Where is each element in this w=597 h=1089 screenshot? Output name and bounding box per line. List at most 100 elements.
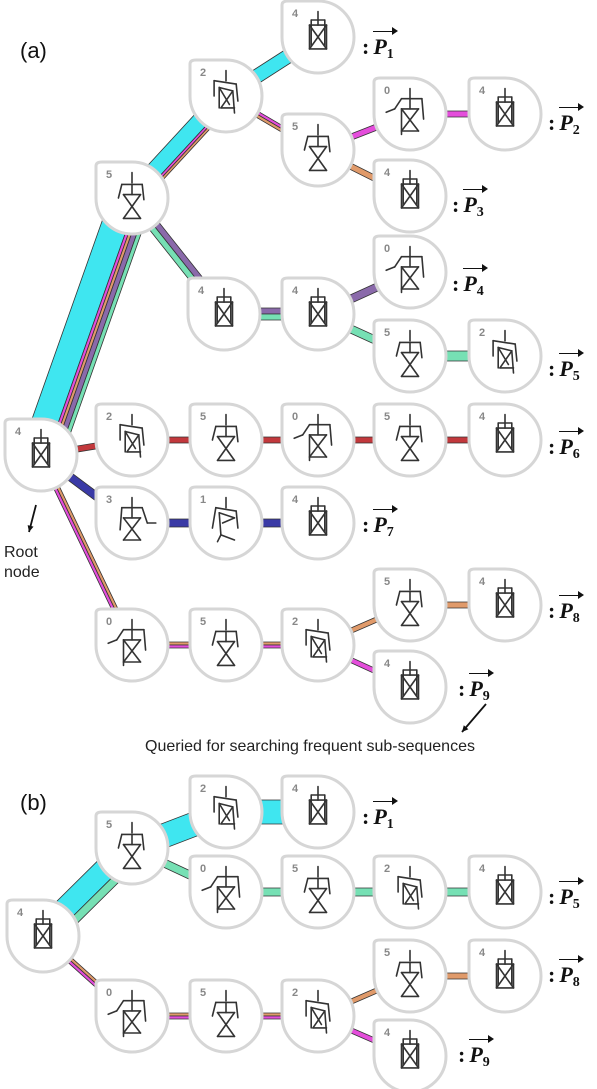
pose-limb [122, 205, 133, 220]
pose-limb [393, 255, 403, 268]
pose-limb [514, 343, 518, 362]
pose-limb [400, 674, 420, 700]
pose-limb [402, 882, 418, 888]
pose-limb [400, 1043, 420, 1069]
pose-limb [215, 506, 237, 512]
node-bubble [372, 318, 448, 394]
node-bubble [372, 567, 448, 643]
node-number: 2 [479, 327, 485, 339]
pose-limb [122, 517, 142, 541]
node-b-9: 5 [188, 978, 264, 1054]
pose-limb [323, 639, 328, 663]
node-number: 4 [15, 426, 22, 438]
pose-limb [400, 983, 411, 998]
panel-b-label: (b) [20, 790, 47, 815]
node-b-2: 2 [188, 774, 264, 850]
pose-limb [131, 843, 142, 858]
node-b-0: 4 [5, 898, 81, 974]
pattern-label-p2: : P2 [548, 103, 585, 139]
node-number: 5 [106, 169, 112, 181]
node-number: 2 [106, 411, 112, 423]
pose-limb [220, 806, 234, 825]
node-bubble [188, 978, 264, 1054]
pose-limb [237, 875, 241, 898]
node-a-0: 4 [280, 0, 356, 75]
query-arrow-head [462, 725, 469, 732]
node-number: 4 [479, 576, 486, 588]
pose-limb [308, 899, 319, 914]
node-number: 5 [292, 863, 298, 875]
pose-limb [115, 999, 125, 1012]
node-b-3: 4 [280, 774, 356, 850]
node-a-26: 4 [372, 649, 448, 725]
pose-limb [395, 425, 401, 441]
node-number: 5 [200, 616, 206, 628]
root-node-note: Root node [4, 544, 40, 581]
pose-limb [308, 887, 319, 902]
pose-limb [409, 363, 420, 378]
pose-limb [308, 301, 328, 327]
node-bubble [372, 938, 448, 1014]
pose-limb [122, 193, 133, 208]
pose-limb [323, 1010, 328, 1034]
pose-limb [218, 86, 231, 106]
node-number: 4 [292, 8, 299, 20]
pose-limb [409, 435, 420, 450]
pose-limb [312, 1010, 326, 1029]
pose-limb [329, 423, 333, 446]
node-b-1: 5 [94, 810, 170, 886]
node-bubble [188, 854, 264, 930]
node-number: 2 [292, 987, 298, 999]
node-number: 0 [384, 85, 390, 97]
pose-limb [235, 83, 239, 102]
pose-limb [220, 90, 234, 109]
node-a-8: 4 [280, 276, 356, 352]
pose-limb [308, 799, 328, 825]
node-b-6: 2 [372, 854, 448, 930]
pose-limb [122, 843, 133, 858]
pose-limb [216, 534, 222, 543]
node-a-5: 4 [372, 158, 448, 234]
pose-limb [138, 434, 142, 458]
node-a-24: 5 [372, 567, 448, 643]
pattern-label-b-p1: : P1 [362, 797, 399, 833]
pose-limb [395, 590, 401, 606]
node-number: 0 [292, 411, 298, 423]
node-number: 4 [292, 494, 299, 506]
pose-limb [107, 639, 118, 645]
pose-limb [214, 301, 234, 327]
pose-limb [117, 833, 123, 849]
query-note: Queried for searching frequent sub-seque… [145, 738, 475, 755]
pose-limb [317, 157, 328, 172]
pose-limb [141, 506, 149, 524]
pose-limb [216, 640, 227, 655]
pose-limb [327, 877, 331, 895]
pose-limb [218, 86, 234, 92]
pose-limb [122, 1010, 142, 1034]
node-number: 5 [384, 411, 390, 423]
node-number: 5 [384, 327, 390, 339]
node-number: 1 [200, 494, 206, 506]
pose-limb [409, 971, 420, 986]
pose-limb [141, 427, 145, 446]
pose-limb [225, 1011, 236, 1026]
pose-limb [216, 652, 227, 667]
pose-limb [495, 963, 515, 989]
pose-limb [33, 923, 53, 949]
pose-limb [225, 1023, 236, 1038]
node-a-4: 4 [467, 76, 543, 152]
pose-limb [225, 652, 236, 667]
pose-limb [220, 534, 236, 541]
node-a-3: 0 [372, 76, 448, 152]
pose-limb [308, 157, 319, 172]
node-number: 4 [479, 411, 486, 423]
node-a-9: 0 [372, 234, 448, 310]
pose-limb [225, 447, 236, 462]
node-bubble [94, 607, 170, 683]
pose-limb [211, 630, 217, 646]
node-a-22: 5 [188, 607, 264, 683]
node-b-8: 0 [94, 978, 170, 1054]
pose-limb [235, 799, 239, 818]
pose-limb [404, 886, 418, 905]
